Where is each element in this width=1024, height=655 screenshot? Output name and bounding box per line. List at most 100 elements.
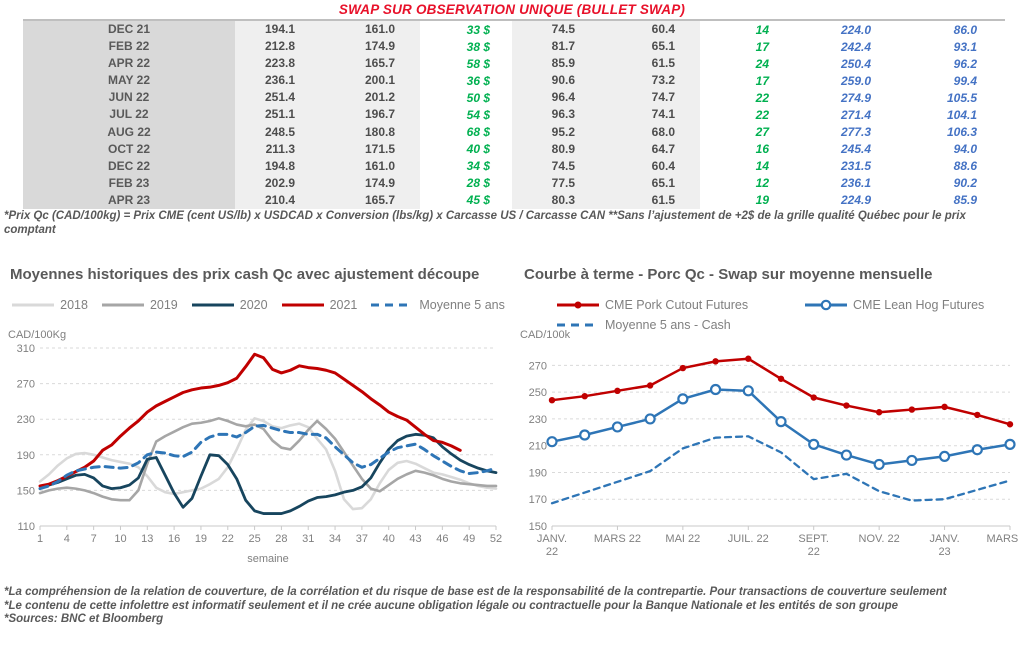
table-cell: 74.7 bbox=[600, 89, 700, 107]
svg-text:31: 31 bbox=[302, 533, 314, 545]
table-cell: 80.3 bbox=[512, 191, 600, 210]
legend-label: Moyenne 5 ans bbox=[419, 298, 505, 312]
legend-label: 2019 bbox=[149, 298, 178, 312]
table-cell: 65.1 bbox=[600, 174, 700, 192]
svg-text:170: 170 bbox=[529, 494, 547, 506]
table-cell: 68.0 bbox=[600, 123, 700, 141]
table-cell: 236.1 bbox=[235, 72, 320, 90]
disclaimer-line-2: *Le contenu de cette infolettre est info… bbox=[4, 599, 898, 612]
table-row: DEC 21 194.1 161.0 33 $ 74.5 60.4 14 224.0 86.0 bbox=[23, 21, 1005, 39]
table-cell: 277.3 bbox=[840, 125, 871, 140]
table-cell: 17 bbox=[755, 39, 769, 54]
svg-text:250: 250 bbox=[529, 387, 547, 399]
month-cell: OCT 22 bbox=[23, 140, 235, 158]
svg-text:semaine: semaine bbox=[247, 553, 289, 565]
legend-item-2021: 2021 bbox=[281, 298, 357, 312]
blue-dashed-swatch-icon bbox=[556, 319, 600, 331]
table-cell: 38 $ bbox=[466, 39, 490, 54]
line-swatch-2021-icon bbox=[281, 299, 325, 311]
svg-text:JANV.22: JANV. 22 bbox=[537, 533, 567, 558]
table-cell: 224.9 bbox=[840, 193, 871, 208]
svg-text:22: 22 bbox=[222, 533, 234, 545]
legend-item-2019: 2019 bbox=[101, 298, 178, 312]
table-row: FEB 23 202.9 174.9 28 $ 77.5 65.1 12 236.1 90.2 bbox=[23, 174, 1005, 192]
table-cell: 22 bbox=[755, 108, 769, 123]
swap-table: DEC 21 194.1 161.0 33 $74.5 60.4 14 224.0 86.0 F… bbox=[23, 19, 1005, 210]
table-cell: 165.7 bbox=[320, 55, 420, 73]
month-cell: MAY 22 bbox=[23, 72, 235, 90]
month-cell: FEB 22 bbox=[23, 38, 235, 56]
table-cell: 180.8 bbox=[320, 123, 420, 141]
svg-text:270: 270 bbox=[17, 379, 35, 391]
svg-text:43: 43 bbox=[409, 533, 421, 545]
disclaimer-line-1: *La compréhension de la relation de couv… bbox=[4, 586, 947, 598]
table-cell: 161.0 bbox=[320, 157, 420, 175]
svg-text:CAD/100k: CAD/100k bbox=[520, 329, 571, 341]
sources-line: *Sources: BNC et Bloomberg bbox=[4, 613, 164, 625]
legend-label: 2020 bbox=[239, 298, 268, 312]
table-cell: 14 bbox=[755, 22, 769, 37]
table-cell: 73.2 bbox=[600, 72, 700, 90]
svg-text:13: 13 bbox=[141, 533, 153, 545]
legend-item-2020: 2020 bbox=[191, 298, 268, 312]
table-row: APR 22 223.8 165.7 58 $ 85.9 61.5 24 250.4 96.2 bbox=[23, 55, 1005, 73]
table-cell: 250.4 bbox=[840, 56, 871, 71]
table-cell: 161.0 bbox=[320, 21, 420, 39]
table-cell: 33 $ bbox=[466, 22, 490, 37]
svg-text:7: 7 bbox=[91, 533, 97, 545]
table-cell: 16 bbox=[755, 142, 769, 157]
svg-text:150: 150 bbox=[529, 521, 547, 533]
table-cell: 211.3 bbox=[235, 140, 320, 158]
table-cell: 104.1 bbox=[946, 108, 977, 123]
table-cell: 210.4 bbox=[235, 191, 320, 210]
table-cell: 17 bbox=[755, 73, 769, 88]
svg-text:MAI 22: MAI 22 bbox=[665, 533, 700, 545]
table-cell: 274.9 bbox=[840, 90, 871, 105]
svg-text:28: 28 bbox=[275, 533, 287, 545]
svg-text:19: 19 bbox=[195, 533, 207, 545]
table-cell: 96.2 bbox=[953, 56, 977, 71]
svg-text:16: 16 bbox=[168, 533, 180, 545]
table-cell: 88.6 bbox=[953, 159, 977, 174]
table-row: OCT 22 211.3 171.5 40 $ 80.9 64.7 16 245.4 94.0 bbox=[23, 140, 1005, 158]
table-cell: 85.9 bbox=[512, 55, 600, 73]
month-cell: JUL 22 bbox=[23, 106, 235, 124]
legend-label: CME Pork Cutout Futures bbox=[605, 298, 749, 312]
table-cell: 81.7 bbox=[512, 38, 600, 56]
table-cell: 60.4 bbox=[600, 21, 700, 39]
svg-text:10: 10 bbox=[114, 533, 126, 545]
svg-text:1: 1 bbox=[37, 533, 43, 545]
svg-text:49: 49 bbox=[463, 533, 475, 545]
table-cell: 105.5 bbox=[946, 90, 977, 105]
table-cell: 19 bbox=[755, 193, 769, 208]
legend-item-2018: 2018 bbox=[11, 298, 88, 312]
month-cell: JUN 22 bbox=[23, 89, 235, 107]
month-cell: APR 22 bbox=[23, 55, 235, 73]
table-cell: 61.5 bbox=[600, 55, 700, 73]
svg-text:110: 110 bbox=[17, 521, 35, 533]
table-cell: 28 $ bbox=[466, 176, 490, 191]
svg-text:310: 310 bbox=[17, 343, 35, 355]
table-cell: 74.1 bbox=[600, 106, 700, 124]
red-dot-line-swatch-icon bbox=[556, 299, 600, 311]
svg-text:JANV.23: JANV. 23 bbox=[929, 533, 959, 558]
table-row: AUG 22 248.5 180.8 68 $ 95.2 68.0 27 277.3 106.3 bbox=[23, 123, 1005, 141]
legend-item-moyenne-cash: Moyenne 5 ans - Cash bbox=[556, 318, 731, 332]
historical-cash-prices-chart: 110 150 190 230 270 310 1 4 7 10 13 16 19 22 25 28 31 34 3… bbox=[8, 329, 502, 565]
table-cell: 34 $ bbox=[466, 159, 490, 174]
table-cell: 64.7 bbox=[600, 140, 700, 158]
svg-text:CAD/100Kg: CAD/100Kg bbox=[8, 329, 66, 341]
table-cell: 86.0 bbox=[953, 22, 977, 37]
table-cell: 96.4 bbox=[512, 89, 600, 107]
svg-text:25: 25 bbox=[248, 533, 260, 545]
svg-text:NOV. 22: NOV. 22 bbox=[859, 533, 900, 545]
svg-text:40: 40 bbox=[383, 533, 395, 545]
legend-item-pork-cutout: CME Pork Cutout Futures bbox=[556, 298, 804, 312]
table-cell: 85.9 bbox=[953, 193, 977, 208]
table-cell: 236.1 bbox=[840, 176, 871, 191]
table-cell: 65.1 bbox=[600, 38, 700, 56]
table-cell: 90.2 bbox=[953, 176, 977, 191]
svg-text:270: 270 bbox=[529, 360, 547, 372]
forward-curve-chart: 150 170 190 210 230 250 270 JANV. 22 MARS 22 MAI 2… bbox=[520, 329, 1020, 558]
